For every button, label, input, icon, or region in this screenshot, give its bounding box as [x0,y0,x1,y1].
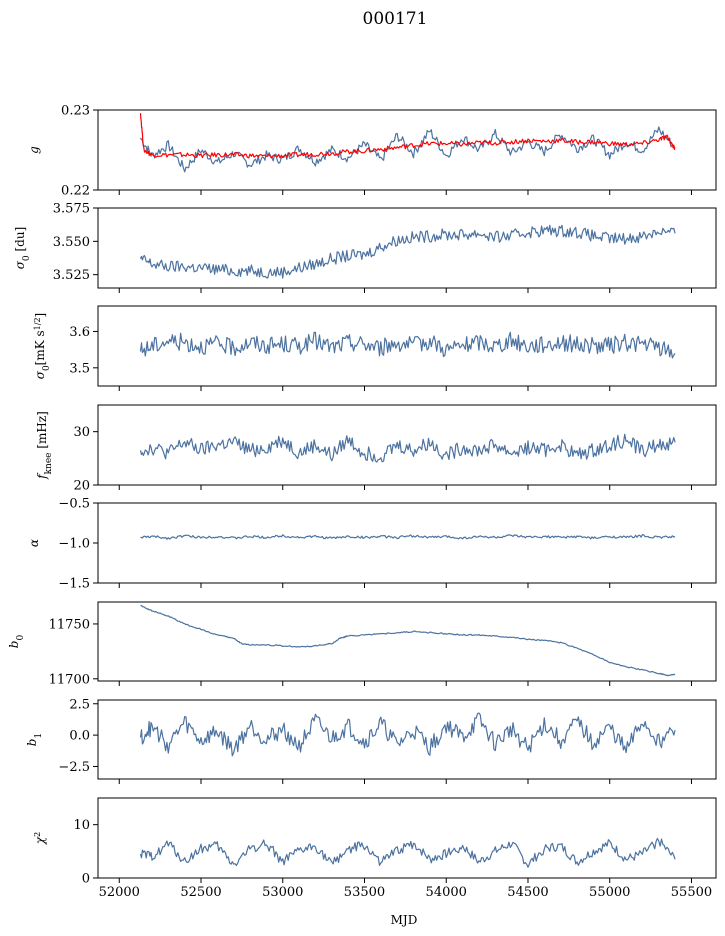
y-tick-label: 11750 [49,617,90,632]
y-tick-label: 0.0 [69,729,90,744]
y-axis-label: g [27,146,41,154]
x-tick-label: 52000 [99,885,140,900]
axes-frame [97,797,717,879]
subplot-3: 3.5 3.6 σ0[mK s1/2] [33,305,717,391]
y-axis-label: b1 [25,733,44,746]
x-tick-label: 54000 [426,885,467,900]
series-line-1 [139,433,676,463]
x-tick-label: 55000 [589,885,630,900]
series-line-1 [139,837,676,868]
x-tick-label: 52500 [180,885,221,900]
y-axis-label: σ0 [du] [13,227,32,270]
series-line-1 [139,712,676,757]
axes-frame [97,404,717,486]
series-line-2 [139,113,676,159]
series-line-1 [139,126,676,173]
y-axis-label: fknee [mHz] [35,411,54,480]
y-tick-label: −1.5 [58,577,90,592]
y-tick-label: 3.5 [69,361,90,376]
y-axis-label: χ2 [33,832,48,845]
axes-frame [97,207,717,289]
subplot-6: 11700 11750 b0 [7,601,717,687]
subplot-8: 0 10 52000 52500 53000 53500 54000 54500 55000 55… [33,797,717,900]
y-tick-label: 30 [73,425,90,440]
subplot-1: 0.22 0.23 g [27,104,717,199]
y-tick-label: 0.22 [61,184,90,199]
y-tick-label: −0.5 [58,497,90,512]
axes-frame [97,502,717,584]
axes-frame [97,699,717,780]
subplot-5: −1.5 −1.0 −0.5 α [27,497,717,592]
subplot-4: 20 30 fknee [mHz] [35,404,717,494]
series-line-1 [139,224,676,279]
axes-frame [97,305,717,387]
y-axis-label: b0 [7,635,26,649]
series-line-1 [140,534,676,540]
series-line-1 [139,331,676,359]
y-tick-label: −1.0 [58,537,90,552]
y-tick-label: 3.6 [69,325,90,340]
x-axis-label: MJD [391,913,418,927]
y-tick-label: 3.550 [53,235,90,250]
y-axis-label: σ0[mK s1/2] [33,313,53,380]
figure-title: 000171 [363,9,428,29]
axes-frame [97,109,717,191]
x-tick-label: 55500 [671,885,712,900]
subplot-2: 3.525 3.550 3.575 σ0 [du] [13,202,717,293]
subplot-stack: 0.22 0.23 g 3.525 3.550 3.575 σ0 [du] 3.5 3.6 σ0[… [7,104,717,900]
series-line-1 [140,604,676,677]
axes-frame [97,601,717,682]
y-tick-label: 3.525 [53,268,90,283]
x-tick-label: 53000 [262,885,303,900]
y-tick-label: 2.5 [69,697,90,712]
y-tick-label: 11700 [49,672,90,687]
y-tick-label: 0.23 [61,104,90,119]
x-tick-label: 53500 [344,885,385,900]
y-tick-label: 10 [73,818,90,833]
y-tick-label: 20 [73,479,90,494]
y-axis-label: α [27,539,41,547]
y-tick-label: 0 [82,872,90,887]
y-tick-label: −2.5 [58,760,90,775]
y-tick-label: 3.575 [53,202,90,217]
subplot-7: −2.5 0.0 2.5 b1 [25,697,717,784]
x-tick-label: 54500 [507,885,548,900]
